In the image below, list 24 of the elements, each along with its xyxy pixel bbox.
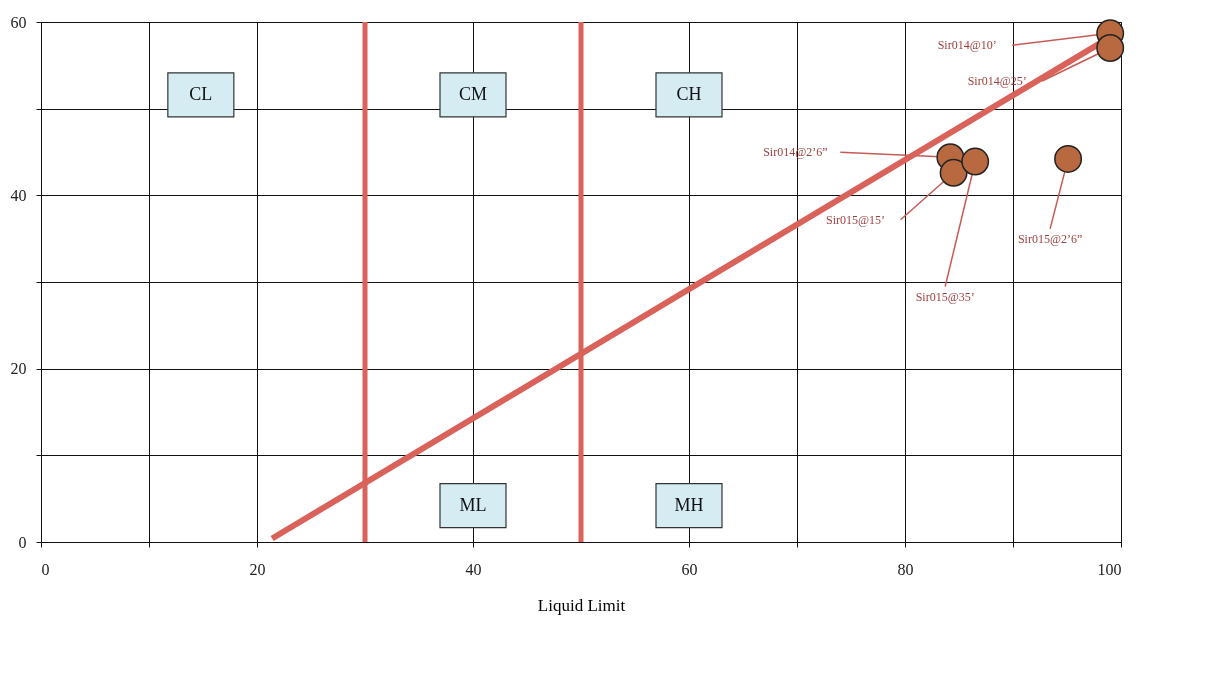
annotation: CL <box>189 83 213 104</box>
x-tick-label: 60 <box>681 560 698 578</box>
x-tick-label: 80 <box>897 560 914 578</box>
x-axis-title: Liquid Limit <box>537 595 626 615</box>
point <box>1096 34 1125 62</box>
y-tick-label: 0 <box>18 533 27 551</box>
annotation: Sir015@2’6” <box>1017 231 1083 246</box>
x-tick-label: 20 <box>249 560 266 578</box>
annotation: Sir015@15’ <box>826 212 886 227</box>
annotation: Sir015@35’ <box>915 289 975 304</box>
y-tick-label: 40 <box>10 186 27 204</box>
point <box>1054 144 1083 173</box>
annotation: CM <box>458 83 488 104</box>
point <box>939 158 968 187</box>
point <box>961 147 990 176</box>
x-tick-label: 40 <box>465 560 482 578</box>
y-tick-label: 20 <box>10 360 27 378</box>
annotation: Sir014@10’ <box>937 38 997 53</box>
annotation: CH <box>676 83 702 104</box>
y-tick-label: 60 <box>10 13 27 31</box>
annotation: ML <box>459 494 487 515</box>
x-tick-label: 100 <box>1097 560 1122 578</box>
annotation: MH <box>674 494 704 515</box>
x-tick-label: 0 <box>41 560 50 578</box>
